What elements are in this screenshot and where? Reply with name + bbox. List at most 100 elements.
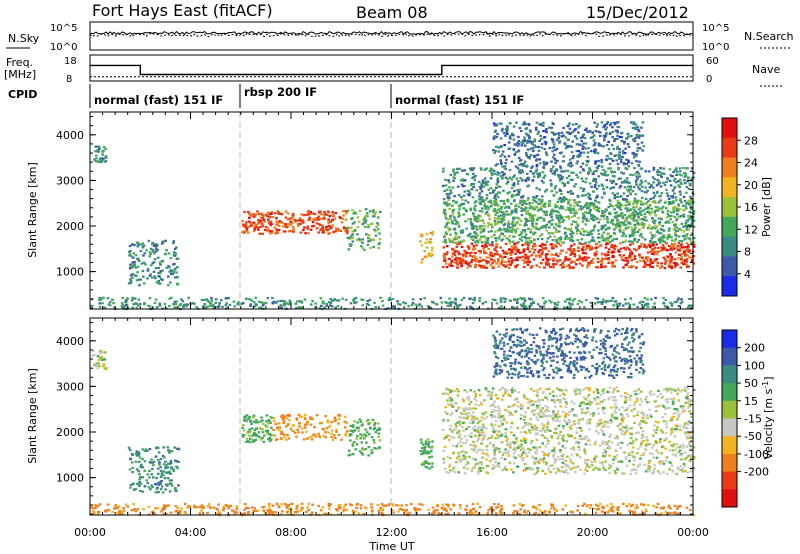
power-cell [641,236,644,239]
power-cell [484,212,488,215]
power-cell [523,200,527,203]
power-cell [615,304,619,307]
power-cell [632,173,635,177]
power-cell [649,231,653,234]
power-cell [542,181,545,184]
power-cell [646,251,650,254]
power-cell [233,305,236,308]
power-cell [504,176,508,179]
velocity-cell [426,450,430,453]
power-cell [666,178,669,181]
power-cell [690,241,693,244]
power-cell [609,241,612,244]
power-cell [520,196,523,199]
power-cell [152,250,155,253]
power-cell [493,135,496,138]
power-cell [154,298,158,301]
power-cell [173,262,176,266]
power-cell [504,134,507,137]
power-cell [485,167,488,170]
power-cell [511,228,515,231]
power-cell [624,223,628,226]
velocity-cell [93,354,96,357]
power-cell [608,132,612,136]
power-cell [607,257,610,260]
power-cell [470,188,474,191]
power-cell [665,305,669,308]
power-cell [595,252,598,255]
power-cell [172,303,175,306]
power-cell [526,148,530,151]
power-cell [644,197,648,201]
power-cell [499,255,502,258]
power-cell [342,214,345,217]
power-cell [210,299,213,302]
power-cell [513,298,517,301]
power-cell [641,121,645,124]
power-cell [458,214,461,217]
power-cell [503,234,506,237]
power-cell [638,253,641,256]
velocity-cell [103,358,107,361]
power-cell [497,205,500,208]
velocity-cell [265,425,269,428]
power-cell [250,222,253,225]
power-cell [626,142,630,146]
power-cell [545,163,548,166]
power-cell [539,202,543,205]
power-cell [516,167,520,170]
velocity-cell [562,425,565,428]
power-cell [130,255,133,258]
power-cell [535,195,539,198]
power-cell [567,162,571,165]
power-cell [607,261,610,264]
velocity-cell [283,417,286,420]
power-cell [410,304,414,307]
power-cell [626,132,629,135]
power-cell [597,229,600,232]
velocity-cell [168,479,172,482]
power-cell [202,298,206,301]
power-cell [485,210,489,214]
power-cell [490,230,493,233]
velocity-cell [159,469,163,472]
power-ylabel: Slant Range [km] [26,162,39,258]
power-cell [600,215,604,218]
velocity-cell [335,428,338,431]
power-cell [625,181,629,184]
power-cell [462,194,466,197]
velocity-cell [143,469,146,472]
velocity-cell [359,437,362,440]
velocity-cell [154,491,158,494]
power-colorbar-tick-label: 28 [744,134,758,147]
velocity-cell [169,482,173,485]
power-cell [600,165,604,168]
power-cell [455,200,458,203]
power-cell [604,228,608,231]
power-cell [550,137,554,141]
velocity-cell [243,418,246,422]
power-cell [672,208,676,211]
power-cell [529,141,532,144]
velocity-cell [376,429,379,432]
power-cell [524,223,527,226]
power-cell [286,223,290,226]
velocity-cell [516,405,520,408]
power-cell [535,222,538,225]
power-cell [525,220,528,223]
power-cell [601,209,604,213]
power-cell [474,232,478,235]
power-cell [567,198,570,202]
power-cell [510,245,514,248]
power-cell [443,259,447,263]
power-cell [591,204,595,207]
power-cell [561,181,565,185]
power-cell [625,137,628,140]
velocity-cell [259,420,262,423]
velocity-cell [268,436,272,439]
power-cell [126,297,129,301]
power-cell [554,149,557,152]
power-cell [588,194,592,197]
power-cell [588,197,592,200]
power-cell [132,252,136,255]
